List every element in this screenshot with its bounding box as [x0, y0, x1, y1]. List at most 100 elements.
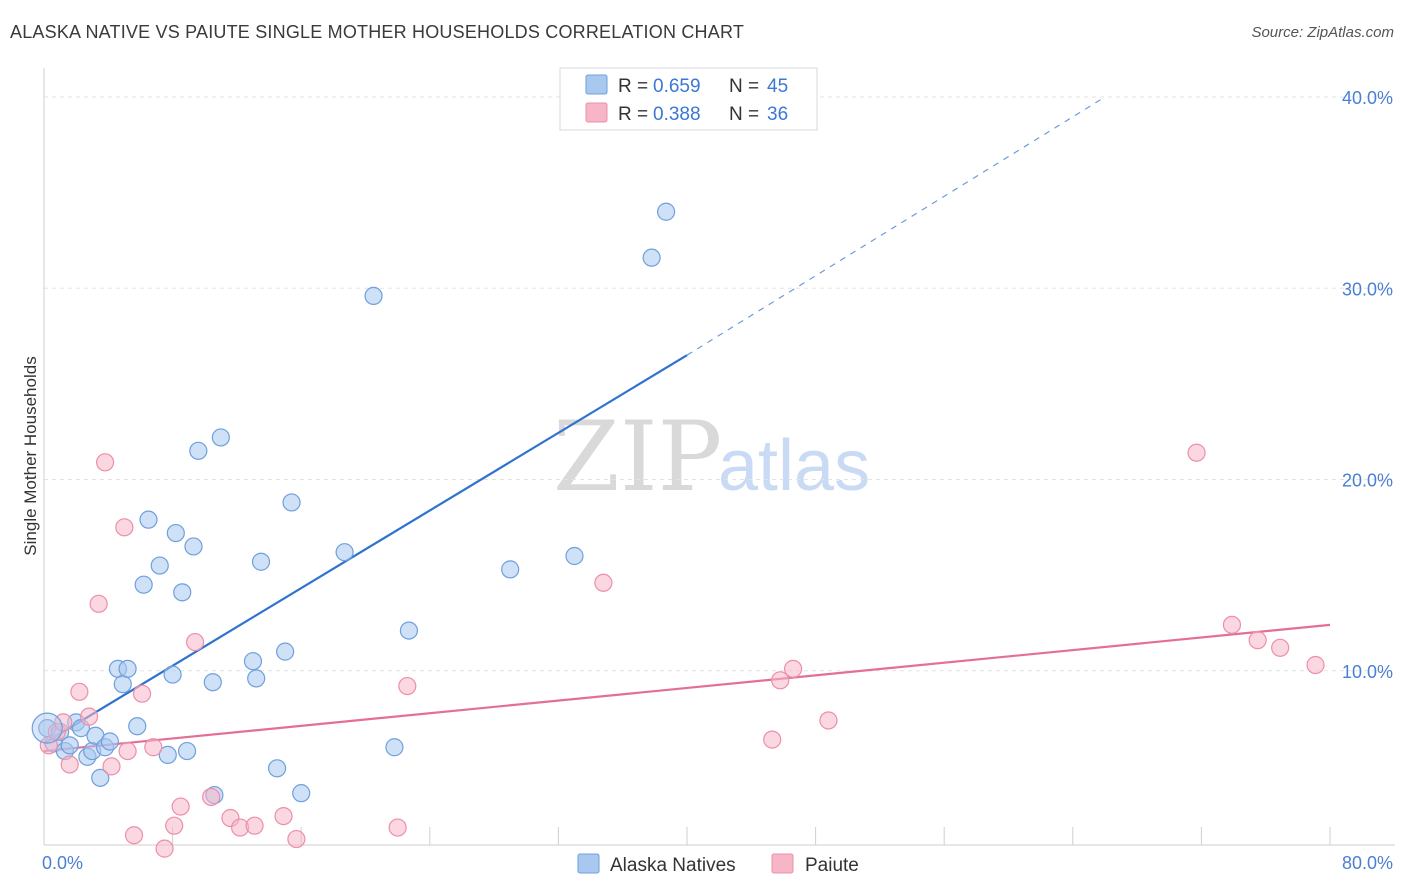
point-0-25	[184, 537, 203, 556]
point-0-18	[139, 510, 158, 529]
point-0-29	[211, 428, 230, 447]
trend-line-1	[43, 623, 1331, 753]
point-1-12	[132, 684, 152, 703]
point-1-10	[118, 741, 137, 761]
point-0-4	[60, 736, 79, 755]
point-1-17	[186, 632, 205, 652]
point-0-12	[100, 732, 120, 751]
point-1-23	[287, 829, 306, 849]
point-0-41	[501, 560, 520, 579]
source-credit: Source: ZipAtlas.com	[1251, 24, 1394, 41]
point-1-15	[165, 816, 184, 835]
point-0-22	[166, 523, 185, 543]
trend-lines	[43, 96, 1331, 753]
axes	[43, 68, 1395, 846]
legend-r-label-1: R =	[618, 76, 648, 97]
point-1-28	[771, 671, 790, 690]
point-1-9	[115, 518, 134, 537]
series-legend: Alaska Natives Paiute	[577, 853, 859, 876]
x-tick-label-1: 80.0%	[1342, 853, 1393, 873]
point-0-15	[118, 659, 137, 678]
point-0-33	[267, 759, 287, 778]
trend-line-0	[43, 354, 688, 745]
point-1-11	[124, 826, 144, 845]
watermark-atlas: atlas	[718, 426, 870, 506]
point-0-34	[276, 642, 295, 661]
point-1-14	[155, 839, 174, 858]
point-0-39	[385, 738, 404, 757]
point-0-20	[158, 745, 177, 765]
legend-swatch-alaska	[585, 74, 608, 95]
point-0-14	[113, 675, 132, 694]
point-0-42	[565, 546, 584, 566]
y-tick-label-2: 30.0%	[1342, 279, 1393, 299]
point-0-10	[91, 768, 110, 787]
x-tick-labels: 0.0% 80.0%	[42, 853, 1393, 873]
point-1-35	[1306, 655, 1325, 675]
trend-extension-0	[686, 96, 1106, 356]
point-1-8	[102, 757, 121, 776]
point-0-23	[173, 583, 192, 602]
y-tick-labels: 10.0% 20.0% 30.0% 40.0%	[1342, 88, 1393, 682]
point-1-29	[783, 659, 803, 678]
point-0-31	[247, 669, 266, 688]
grid-lines	[44, 96, 1395, 672]
point-1-21	[245, 816, 264, 835]
point-0-37	[335, 543, 354, 562]
point-1-0	[39, 736, 58, 755]
point-1-31	[1187, 443, 1206, 462]
point-1-30	[819, 711, 838, 730]
legend-n-value-2: 36	[767, 104, 788, 125]
legend-r-label-2: R =	[618, 104, 648, 125]
chart-title: ALASKA NATIVE VS PAIUTE SINGLE MOTHER HO…	[10, 22, 745, 42]
bottom-legend-swatch-paiute	[771, 853, 794, 874]
legend-r-value-2: 0.388	[653, 104, 701, 125]
point-1-22	[274, 806, 293, 826]
legend-n-value-1: 45	[767, 76, 788, 97]
watermark: ZIP atlas	[553, 401, 870, 513]
point-0-44	[657, 202, 676, 221]
legend-n-label-1: N =	[729, 76, 759, 97]
legend-n-label-2: N =	[729, 104, 759, 125]
y-axis-label: Single Mother Households	[21, 356, 40, 555]
point-1-3	[60, 755, 79, 774]
y-tick-label-3: 40.0%	[1342, 88, 1393, 108]
point-1-27	[763, 730, 782, 749]
point-1-24	[388, 818, 407, 837]
point-0-43	[642, 248, 661, 267]
bottom-legend-label-alaska: Alaska Natives	[610, 855, 736, 876]
y-tick-label-1: 20.0%	[1342, 471, 1393, 491]
point-1-25	[398, 676, 417, 696]
point-0-32	[251, 552, 271, 571]
legend-r-value-1: 0.659	[653, 76, 701, 97]
point-1-7	[95, 453, 115, 472]
point-0-27	[203, 673, 222, 692]
point-1-32	[1222, 615, 1242, 634]
point-1-6	[89, 594, 108, 613]
point-0-24	[177, 741, 197, 761]
point-0-38	[364, 286, 383, 305]
watermark-zip: ZIP	[553, 401, 722, 513]
point-1-26	[594, 573, 613, 592]
point-1-34	[1271, 638, 1290, 657]
legend-swatch-paiute	[585, 102, 608, 123]
point-1-13	[144, 738, 163, 757]
point-0-21	[163, 665, 182, 684]
correlation-legend: R = 0.659 N = 45 R = 0.388 N = 36	[559, 67, 818, 131]
point-0-19	[150, 556, 169, 575]
point-0-26	[189, 441, 208, 460]
point-1-16	[171, 797, 190, 816]
point-1-33	[1248, 631, 1267, 650]
point-1-18	[202, 787, 221, 807]
point-1-5	[79, 707, 99, 726]
point-0-30	[243, 652, 263, 671]
point-0-17	[134, 575, 153, 594]
point-0-16	[128, 717, 147, 736]
point-cluster-origin	[31, 712, 63, 744]
y-tick-label-0: 10.0%	[1342, 662, 1393, 682]
data-points	[31, 202, 1325, 858]
point-1-4	[70, 682, 89, 701]
point-0-36	[282, 493, 301, 512]
bottom-legend-swatch-alaska	[577, 853, 600, 874]
